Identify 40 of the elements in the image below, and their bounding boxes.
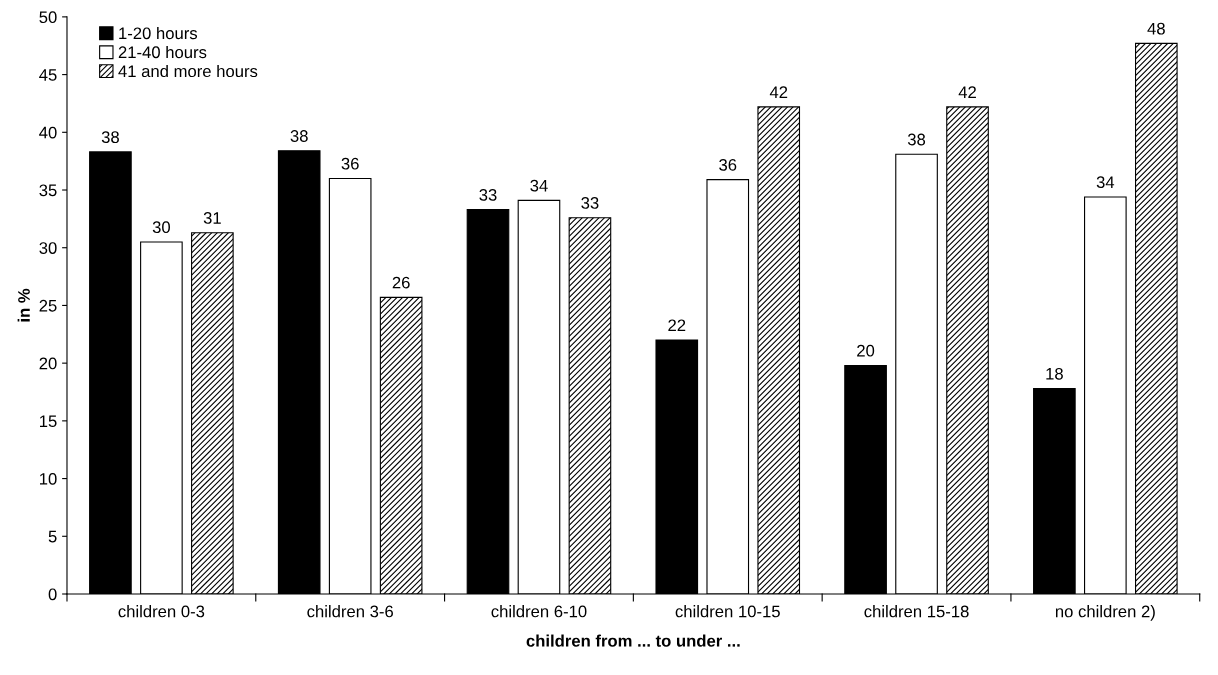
x-tick-label: children 15-18 (864, 605, 969, 618)
data-label: 22 (668, 319, 686, 332)
data-label: 38 (290, 130, 308, 142)
x-tick-label: children 0-3 (118, 605, 205, 618)
data-label: 26 (392, 276, 410, 289)
y-tick-label: 0 (48, 588, 57, 601)
data-label: 38 (907, 133, 926, 146)
y-tick-label: 15 (40, 415, 57, 428)
y-tick-label: 45 (39, 69, 57, 81)
x-axis-title: children from ... to under ... (526, 634, 740, 647)
y-tick-label: 25 (39, 299, 57, 312)
data-label: 36 (341, 157, 359, 170)
x-tick-label: children 10-15 (675, 605, 780, 618)
data-label: 33 (581, 197, 599, 209)
y-tick-label: 35 (39, 184, 57, 197)
legend-label: 21-40 hours (118, 45, 207, 59)
y-tick-label: 30 (39, 242, 57, 254)
data-label: 42 (958, 86, 976, 98)
data-label: 31 (203, 212, 221, 224)
data-label: 33 (479, 188, 497, 201)
data-label: 34 (530, 179, 548, 192)
y-axis-title: in % (17, 288, 30, 322)
data-label: 18 (1046, 367, 1063, 380)
y-tick-label: 20 (39, 357, 57, 370)
x-tick-label: children 3-6 (307, 605, 393, 618)
y-tick-label: 5 (48, 530, 57, 543)
legend-label: 41 and more hours (118, 64, 258, 78)
x-tick-label: no children 2) (1055, 605, 1155, 621)
data-label: 38 (101, 131, 119, 144)
y-tick-label: 50 (39, 11, 57, 24)
x-tick-label: children 6-10 (491, 605, 587, 618)
data-label: 36 (719, 158, 737, 171)
legend-label: 1-20 hours (119, 26, 198, 40)
data-label: 42 (769, 86, 788, 98)
data-label: 30 (152, 221, 170, 234)
data-label: 20 (857, 344, 875, 357)
data-label: 48 (1147, 22, 1165, 35)
data-label: 34 (1096, 176, 1115, 189)
y-tick-label: 10 (40, 472, 57, 485)
y-tick-label: 40 (39, 126, 57, 139)
